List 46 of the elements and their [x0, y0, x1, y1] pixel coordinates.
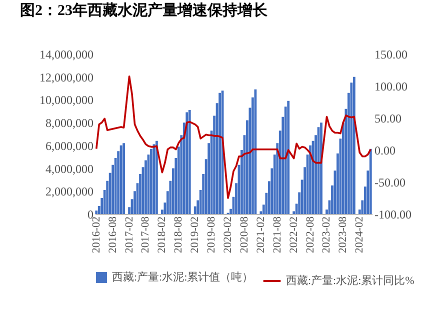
x-tick-label: 2019-08: [206, 216, 218, 254]
y-tick-label: 6,000,000: [46, 138, 94, 153]
x-tick-label: 2022-02: [288, 216, 300, 254]
chart-title: 图2：23年西藏水泥产量增速保持增长: [20, 2, 268, 19]
y-tick-label: 10,000,000: [40, 93, 94, 108]
x-tick-label: 2018-08: [172, 216, 185, 254]
x-tick-label: 2021-08: [271, 216, 284, 254]
bar: [309, 145, 312, 214]
y-tick-label: 2,000,000: [46, 184, 94, 199]
bar: [352, 76, 356, 214]
bar: [150, 148, 152, 214]
y2-tick-label: 50.00: [374, 112, 402, 126]
bar: [120, 145, 122, 214]
y-tick-label: 8,000,000: [46, 116, 94, 130]
x-tick-label: 2024-02: [354, 216, 366, 254]
y2-tick-label: 150.00: [374, 48, 408, 62]
bar: [218, 92, 221, 214]
bar: [186, 112, 188, 214]
legend-label: 西藏:产量:水泥:累计值（吨）: [112, 270, 254, 284]
y-tick-label: 4,000,000: [46, 162, 94, 176]
x-tick-label: 2021-02: [254, 216, 267, 254]
x-tick-label: 2017-02: [123, 216, 136, 254]
y2-tick-label: -100.00: [374, 208, 412, 222]
bar: [254, 89, 257, 214]
bar: [320, 122, 322, 214]
y2-tick-label: 0.00: [374, 144, 396, 158]
x-tick-label: 2016-08: [106, 216, 119, 254]
y-tick-label: 12,000,000: [40, 70, 94, 84]
bar: [188, 110, 191, 214]
x-tick-label: 2020-02: [222, 216, 234, 254]
bar: [287, 100, 290, 214]
y-tick-label: 14,000,000: [40, 48, 94, 62]
x-tick-label: 2018-02: [156, 216, 168, 254]
x-tick-label: 2022-08: [304, 216, 316, 254]
bar: [369, 148, 372, 214]
legend-label: 西藏:产量:水泥:累计同比%: [286, 274, 414, 287]
y2-tick-label: -50.00: [374, 176, 406, 190]
x-tick-label: 2017-08: [140, 216, 152, 254]
x-tick-label: 2023-08: [337, 216, 350, 254]
line-series: [95, 76, 372, 199]
x-tick-label: 2023-02: [320, 216, 333, 254]
bar: [122, 143, 125, 214]
y2-tick-label: 100.00: [374, 80, 408, 94]
bar: [156, 140, 158, 214]
x-tick-label: 2019-02: [189, 216, 202, 254]
x-tick-label: 2020-08: [238, 216, 250, 254]
